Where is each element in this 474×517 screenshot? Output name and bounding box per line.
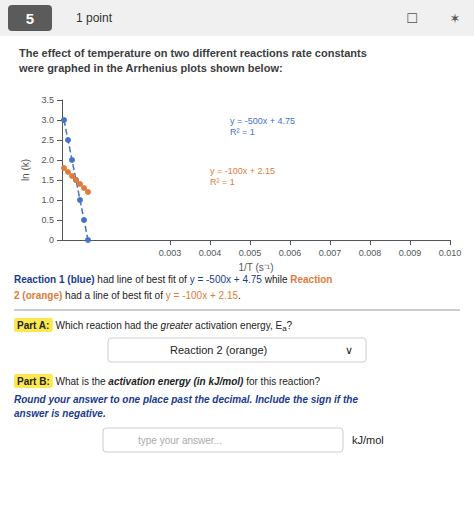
svg-text:activation energy, E: activation energy, E <box>192 320 282 331</box>
svg-text:activation energy (in kJ/mol): activation energy (in kJ/mol) <box>108 376 244 387</box>
svg-text:Part B:: Part B: <box>17 376 50 387</box>
svg-text:ln (k): ln (k) <box>20 159 31 181</box>
svg-text:1.5: 1.5 <box>41 175 54 185</box>
svg-text:had line of best fit of: had line of best fit of <box>95 274 190 285</box>
svg-text:3.0: 3.0 <box>41 115 54 125</box>
svg-text:0.008: 0.008 <box>359 248 382 258</box>
svg-text:2.0: 2.0 <box>41 155 54 165</box>
svg-text:y = -100x + 2.15: y = -100x + 2.15 <box>166 290 239 301</box>
svg-text:0.010: 0.010 <box>439 248 462 258</box>
svg-text:5: 5 <box>26 10 34 27</box>
svg-text:Part A:: Part A: <box>17 320 49 331</box>
svg-text:a: a <box>282 323 287 333</box>
svg-text:The effect of temperature on t: The effect of temperature on two differe… <box>19 47 367 59</box>
svg-text:2.5: 2.5 <box>41 135 54 145</box>
svg-text:2 (orange): 2 (orange) <box>14 290 62 301</box>
svg-text:kJ/mol: kJ/mol <box>352 434 384 446</box>
svg-text:y = -500x + 4.75: y = -500x + 4.75 <box>190 274 263 285</box>
svg-text:Round your answer to one place: Round your answer to one place past the … <box>14 394 358 405</box>
svg-text:R² = 1: R² = 1 <box>230 127 255 137</box>
svg-text:✶: ✶ <box>450 11 461 26</box>
svg-text:Reaction 2 (orange): Reaction 2 (orange) <box>170 344 267 356</box>
svg-text:0.5: 0.5 <box>41 215 54 225</box>
svg-text:Reaction 1 (blue): Reaction 1 (blue) <box>14 274 95 285</box>
svg-text:1 point: 1 point <box>76 11 113 25</box>
svg-text:0.006: 0.006 <box>279 248 302 258</box>
svg-text:3.5: 3.5 <box>41 95 54 105</box>
svg-text:type your answer...: type your answer... <box>138 435 222 446</box>
svg-text:were graphed in the Arrhenius: were graphed in the Arrhenius plots show… <box>18 62 283 74</box>
svg-text:0.004: 0.004 <box>199 248 222 258</box>
svg-text:while: while <box>262 274 290 285</box>
svg-text:0.003: 0.003 <box>159 248 182 258</box>
svg-text:had a line of best fit of: had a line of best fit of <box>62 290 165 301</box>
svg-text:0: 0 <box>49 235 54 245</box>
svg-text:?: ? <box>287 320 293 331</box>
svg-text:∨: ∨ <box>345 344 353 357</box>
svg-text:0.009: 0.009 <box>399 248 422 258</box>
svg-text:☐: ☐ <box>406 11 418 26</box>
svg-text:1/T (s⁻¹): 1/T (s⁻¹) <box>238 262 273 273</box>
svg-text:for this reaction?: for this reaction? <box>243 376 320 387</box>
svg-text:.: . <box>238 290 241 301</box>
svg-text:answer is negative.: answer is negative. <box>14 408 106 419</box>
svg-text:0.007: 0.007 <box>319 248 342 258</box>
svg-text:greater: greater <box>161 320 193 331</box>
svg-text:R² = 1: R² = 1 <box>210 177 235 187</box>
svg-text:y = -500x + 4.75: y = -500x + 4.75 <box>230 116 295 126</box>
svg-text:Reaction: Reaction <box>290 274 332 285</box>
svg-text:0.005: 0.005 <box>239 248 262 258</box>
svg-text:What is the: What is the <box>53 376 109 387</box>
svg-text:1.0: 1.0 <box>41 195 54 205</box>
svg-text:Which reaction had the: Which reaction had the <box>53 320 161 331</box>
svg-text:y = -100x + 2.15: y = -100x + 2.15 <box>210 166 275 176</box>
